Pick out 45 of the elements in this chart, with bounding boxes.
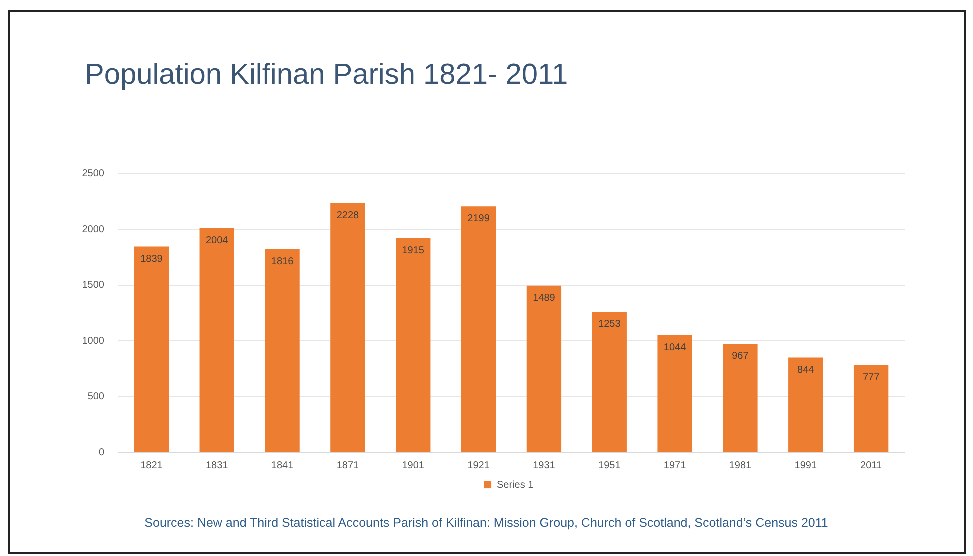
bar [788,358,824,452]
bar [592,312,627,452]
bar [200,228,234,452]
x-tick-label: 1991 [794,460,818,472]
y-tick-label: 2500 [82,168,105,180]
data-label: 1489 [533,292,556,304]
y-tick-label: 1500 [82,280,105,292]
data-label: 967 [732,351,750,362]
y-tick-label: 0 [98,448,105,458]
x-tick-label: 1931 [533,460,556,472]
x-tick-label: 1821 [140,460,164,472]
y-tick-label: 500 [88,392,105,403]
data-label: 777 [862,372,880,384]
bar [330,203,366,452]
x-tick-label: 1831 [206,460,229,472]
data-label: 1044 [664,342,687,354]
data-label: 2199 [468,214,490,225]
data-label: 1839 [140,254,164,265]
legend-label: Series 1 [497,480,534,491]
data-label: 1816 [271,256,294,268]
bar [723,344,758,452]
x-tick-label: 1951 [598,460,622,472]
data-label: 2228 [336,210,360,222]
source-note: Sources: New and Third Statistical Accounts Parish of Kilfinan: Mission Group, Church of Scotland, Scotland’s Census 2011 [144,516,830,530]
bar [265,249,300,452]
x-tick-label: 1841 [271,460,294,472]
bar [526,286,562,452]
y-tick-label: 2000 [82,224,105,236]
bar [396,238,431,452]
data-label: 844 [798,364,815,376]
bar [134,246,170,452]
y-tick-label: 1000 [82,336,105,347]
data-label: 2004 [206,235,229,246]
data-label: 1915 [402,245,425,256]
x-tick-label: 2011 [860,460,882,472]
bar [854,365,889,452]
x-tick-label: 1971 [664,460,687,472]
bar [461,206,496,452]
x-tick-label: 1981 [729,460,752,472]
chart-title: Population Kilfinan Parish 1821- 2011 [85,59,568,91]
data-label: 1253 [598,319,622,330]
bar [658,335,692,452]
x-tick-label: 1901 [402,460,425,472]
x-tick-label: 1921 [468,460,490,472]
x-tick-label: 1871 [336,460,360,472]
